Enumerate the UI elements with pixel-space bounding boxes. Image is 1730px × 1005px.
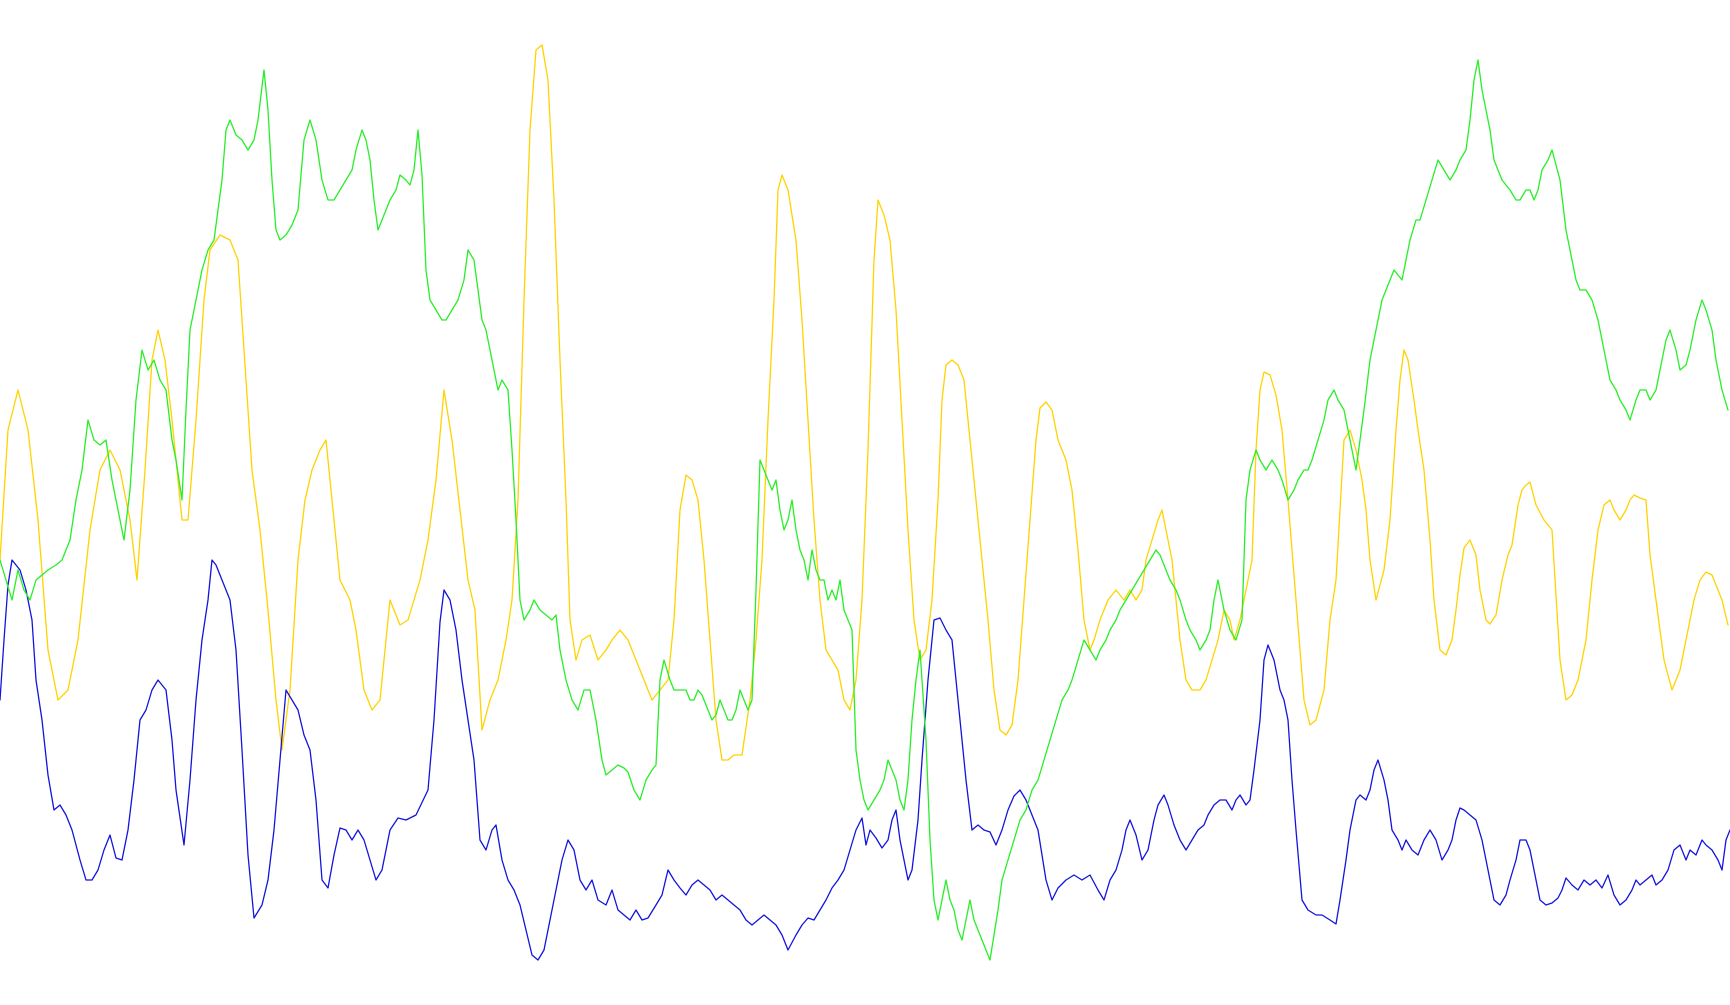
series-line-3 <box>0 59 1729 961</box>
series-line-1 <box>0 44 1729 761</box>
series-layer <box>0 44 1730 961</box>
series-line-2 <box>0 559 1730 961</box>
